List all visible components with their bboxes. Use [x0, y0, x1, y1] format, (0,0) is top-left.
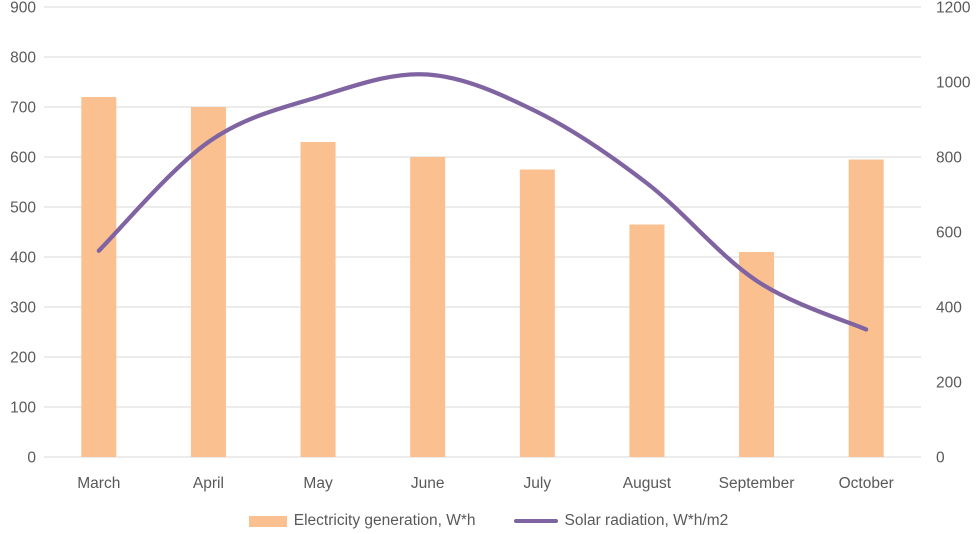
- bar-october: [848, 159, 884, 457]
- legend-item-solar: Solar radiation, W*h/m2: [513, 512, 729, 530]
- x-axis-label: March: [77, 475, 120, 492]
- x-axis-label: August: [623, 475, 672, 492]
- x-axis-label: October: [839, 475, 894, 492]
- solar-radiation-line: [96, 72, 869, 332]
- y-axis-left-tick-label: 500: [10, 200, 36, 217]
- bar-june: [410, 157, 446, 457]
- y-axis-left-tick-label: 700: [10, 100, 36, 117]
- y-axis-right-tick-label: 0: [936, 450, 945, 467]
- legend-label-electricity: Electricity generation, W*h: [293, 512, 476, 529]
- y-axis-left-tick-label: 400: [10, 250, 36, 267]
- legend-bar-swatch-icon: [248, 515, 287, 527]
- y-axis-right-tick-label: 800: [936, 150, 962, 167]
- y-axis-left-tick-label: 600: [10, 150, 36, 167]
- y-axis-left-tick-label: 200: [10, 350, 36, 367]
- chart-legend: Electricity generation, W*h Solar radiat…: [0, 508, 977, 534]
- x-axis-label: May: [303, 475, 333, 492]
- bar-august: [629, 224, 665, 457]
- y-axis-left-tick-label: 800: [10, 50, 36, 67]
- legend-line-swatch-icon: [513, 519, 558, 523]
- y-axis-right-tick-label: 400: [936, 300, 962, 317]
- bar-july: [519, 169, 555, 457]
- x-axis-label: April: [193, 475, 224, 492]
- x-axis-label: July: [524, 475, 552, 492]
- y-axis-left-tick-label: 100: [10, 400, 36, 417]
- bar-march: [81, 97, 117, 457]
- bar-may: [300, 142, 336, 457]
- y-axis-left-tick-label: 300: [10, 300, 36, 317]
- x-axis-label: June: [411, 475, 445, 492]
- legend-label-solar: Solar radiation, W*h/m2: [564, 512, 729, 529]
- y-axis-right-tick-label: 1000: [936, 75, 971, 92]
- y-axis-left-tick-label: 900: [10, 0, 36, 17]
- y-axis-right-tick-label: 600: [936, 225, 962, 242]
- legend-item-electricity: Electricity generation, W*h: [248, 512, 476, 530]
- y-axis-left-tick-label: 0: [27, 450, 36, 467]
- y-axis-right-tick-label: 1200: [936, 0, 971, 17]
- x-axis-label: September: [719, 475, 795, 492]
- bar-april: [190, 107, 226, 457]
- y-axis-right-tick-label: 200: [936, 375, 962, 392]
